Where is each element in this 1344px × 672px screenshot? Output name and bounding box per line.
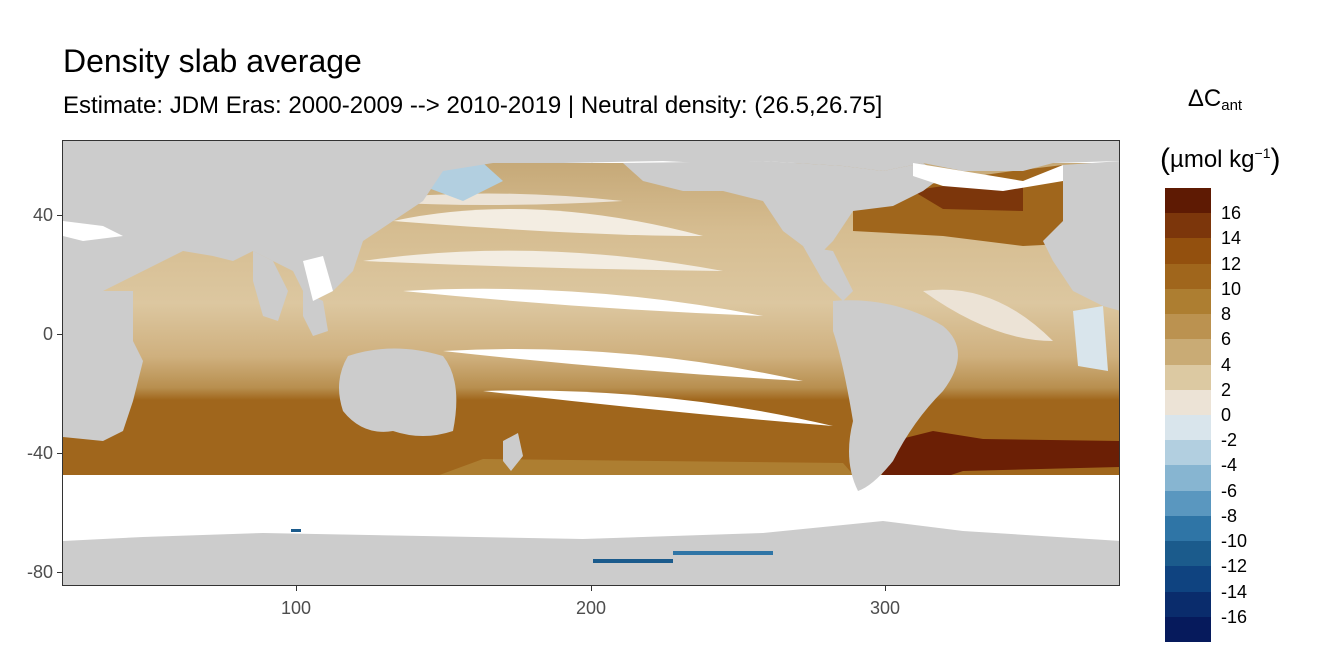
legend-unit-text: µmol kg bbox=[1170, 146, 1255, 173]
y-tick-mark bbox=[57, 453, 62, 454]
legend-label: -6 bbox=[1221, 480, 1238, 501]
legend-swatch bbox=[1165, 213, 1211, 239]
y-tick-mark bbox=[57, 572, 62, 573]
legend-swatch bbox=[1165, 389, 1211, 416]
legend-swatch bbox=[1165, 238, 1211, 265]
legend-swatch bbox=[1165, 188, 1211, 214]
legend-swatch bbox=[1165, 364, 1211, 391]
y-tick-label: 40 bbox=[32, 205, 53, 225]
legend-label: -4 bbox=[1221, 455, 1238, 476]
legend-unit: (µmol kg−1) bbox=[1160, 136, 1280, 177]
legend-swatch bbox=[1165, 415, 1211, 441]
legend-swatch bbox=[1165, 440, 1211, 466]
legend-swatch bbox=[1165, 566, 1211, 593]
legend-label: 0 bbox=[1221, 405, 1232, 425]
legend-swatch bbox=[1165, 314, 1211, 340]
legend-title: ΔCant bbox=[1160, 84, 1270, 121]
y-tick-mark bbox=[57, 215, 62, 216]
antarctic-negative bbox=[291, 529, 773, 563]
legend-label: -12 bbox=[1221, 556, 1248, 577]
legend-label: 12 bbox=[1221, 253, 1242, 274]
y-tick-mark bbox=[57, 334, 62, 335]
legend-title-main: ΔC bbox=[1187, 85, 1222, 112]
legend-label: 14 bbox=[1221, 228, 1242, 249]
x-tick-label: 200 bbox=[575, 598, 607, 618]
legend-swatch bbox=[1165, 465, 1211, 492]
legend-swatch bbox=[1165, 288, 1211, 315]
legend-swatch bbox=[1165, 591, 1211, 618]
x-tick-mark bbox=[296, 586, 297, 591]
legend-swatch bbox=[1165, 616, 1211, 643]
legend-swatch bbox=[1165, 263, 1211, 290]
legend-label: 16 bbox=[1221, 203, 1242, 224]
map-panel bbox=[62, 140, 1120, 586]
legend-unit-close: ) bbox=[1270, 143, 1281, 176]
no-data-gaps bbox=[63, 163, 1063, 513]
land bbox=[63, 141, 1119, 585]
legend-label: -16 bbox=[1221, 606, 1248, 627]
legend-label: 4 bbox=[1221, 354, 1232, 375]
pacific-streaks bbox=[363, 193, 1053, 426]
legend-label: 8 bbox=[1221, 304, 1232, 325]
legend-label: -2 bbox=[1221, 430, 1238, 451]
chart-subtitle: Estimate: JDM Eras: 2000-2009 --> 2010-2… bbox=[63, 92, 883, 119]
x-tick-mark bbox=[591, 586, 592, 591]
x-tick-label: 100 bbox=[280, 598, 312, 618]
y-tick-label: -80 bbox=[26, 562, 53, 582]
x-tick-mark bbox=[885, 586, 886, 591]
legend-label: -10 bbox=[1221, 531, 1248, 552]
x-tick-label: 300 bbox=[869, 598, 901, 618]
chart-title: Density slab average bbox=[63, 43, 362, 79]
map-svg bbox=[63, 141, 1119, 585]
legend-unit-open: ( bbox=[1160, 143, 1170, 176]
legend-label: -8 bbox=[1221, 505, 1238, 526]
legend-unit-sup: −1 bbox=[1254, 145, 1271, 161]
legend-swatch bbox=[1165, 541, 1211, 567]
legend-swatch bbox=[1165, 490, 1211, 517]
legend-label: -14 bbox=[1221, 581, 1248, 602]
legend-label: 2 bbox=[1221, 379, 1232, 400]
y-tick-label: 0 bbox=[42, 324, 53, 344]
legend-label: 6 bbox=[1221, 329, 1232, 350]
legend-swatch bbox=[1165, 515, 1211, 542]
y-tick-label: -40 bbox=[26, 443, 53, 463]
legend-label: 10 bbox=[1221, 278, 1242, 299]
legend-title-sub: ant bbox=[1221, 97, 1243, 114]
legend-swatch bbox=[1165, 339, 1211, 366]
